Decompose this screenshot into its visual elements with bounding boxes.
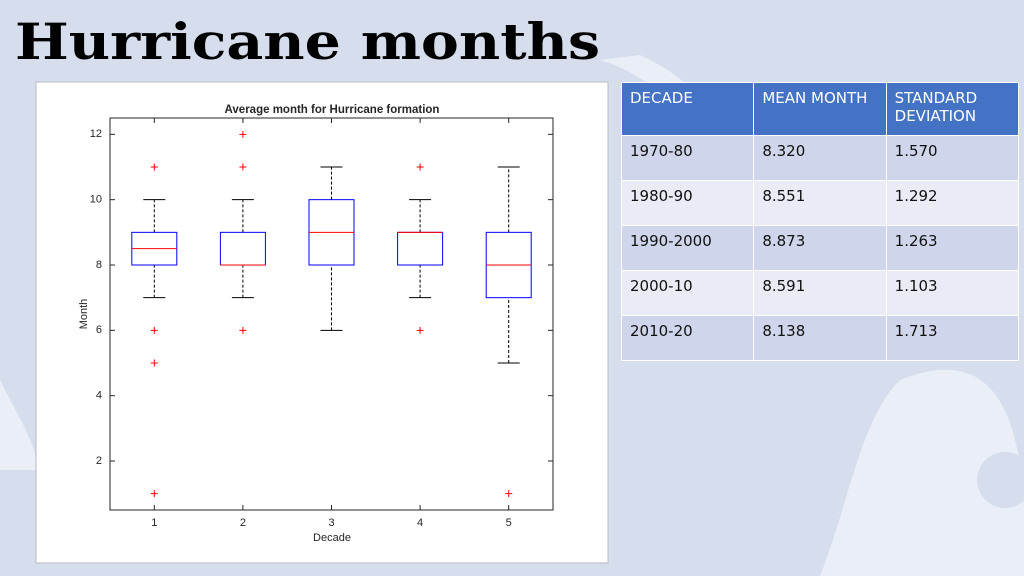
stats-table: DECADE MEAN MONTH STANDARD DEVIATION 197… xyxy=(620,82,1020,361)
x-tick-label: 2 xyxy=(240,517,246,529)
outlier xyxy=(239,163,247,171)
outlier xyxy=(416,163,424,171)
x-tick-label: 1 xyxy=(151,517,157,529)
table-cell: 1980-90 xyxy=(620,180,755,226)
y-tick-label: 10 xyxy=(90,194,102,206)
table-cell: 1.263 xyxy=(885,225,1020,271)
table-cell: 1990-2000 xyxy=(620,225,755,271)
outlier xyxy=(150,359,158,367)
table-cell: 1.292 xyxy=(885,180,1020,226)
table-cell: 1.570 xyxy=(885,135,1020,181)
outlier xyxy=(505,490,513,498)
table-cell: 1970-80 xyxy=(620,135,755,181)
table-cell: 1.713 xyxy=(885,315,1020,361)
outlier xyxy=(150,490,158,498)
table-cell: 8.591 xyxy=(753,270,887,316)
x-tick-label: 3 xyxy=(328,517,334,529)
y-tick-label: 2 xyxy=(96,455,102,467)
table-row: 1980-90 8.551 1.292 xyxy=(620,180,1020,226)
table-cell: 8.551 xyxy=(753,180,887,226)
table-row: 1990-2000 8.873 1.263 xyxy=(620,225,1020,271)
table-cell: 8.320 xyxy=(753,135,887,181)
table-row: 2000-10 8.591 1.103 xyxy=(620,270,1020,316)
header-cell: MEAN MONTH xyxy=(753,82,887,136)
outlier xyxy=(239,326,247,334)
y-tick-label: 4 xyxy=(96,390,102,402)
table-cell: 2010-20 xyxy=(620,315,755,361)
table-cell: 2000-10 xyxy=(620,270,755,316)
outlier xyxy=(150,163,158,171)
chart-panel xyxy=(35,81,609,564)
header-row: DECADE MEAN MONTH STANDARD DEVIATION xyxy=(620,82,1020,136)
y-tick-label: 12 xyxy=(90,128,102,140)
slide-title: Hurricane months xyxy=(15,12,600,71)
header-cell: DECADE xyxy=(620,82,755,136)
table-row: 2010-20 8.138 1.713 xyxy=(620,315,1020,361)
outlier xyxy=(416,326,424,334)
outlier xyxy=(150,326,158,334)
y-axis-label: Month xyxy=(78,299,90,330)
table-row: 1970-80 8.320 1.570 xyxy=(620,135,1020,181)
table-body: 1970-80 8.320 1.570 1980-90 8.551 1.292 1990-2… xyxy=(620,135,1020,361)
table-cell: 1.103 xyxy=(885,270,1020,316)
chart-title: Average month for Hurricane formation xyxy=(225,104,440,116)
table-cell: 8.873 xyxy=(753,225,887,271)
x-axis-label: Decade xyxy=(313,532,351,544)
header-cell: STANDARD DEVIATION xyxy=(885,82,1020,136)
y-tick-label: 8 xyxy=(96,259,102,271)
table-cell: 8.138 xyxy=(753,315,887,361)
x-tick-label: 4 xyxy=(417,517,423,529)
y-tick-label: 6 xyxy=(96,324,102,336)
outlier xyxy=(239,130,247,138)
x-tick-label: 5 xyxy=(506,517,512,529)
